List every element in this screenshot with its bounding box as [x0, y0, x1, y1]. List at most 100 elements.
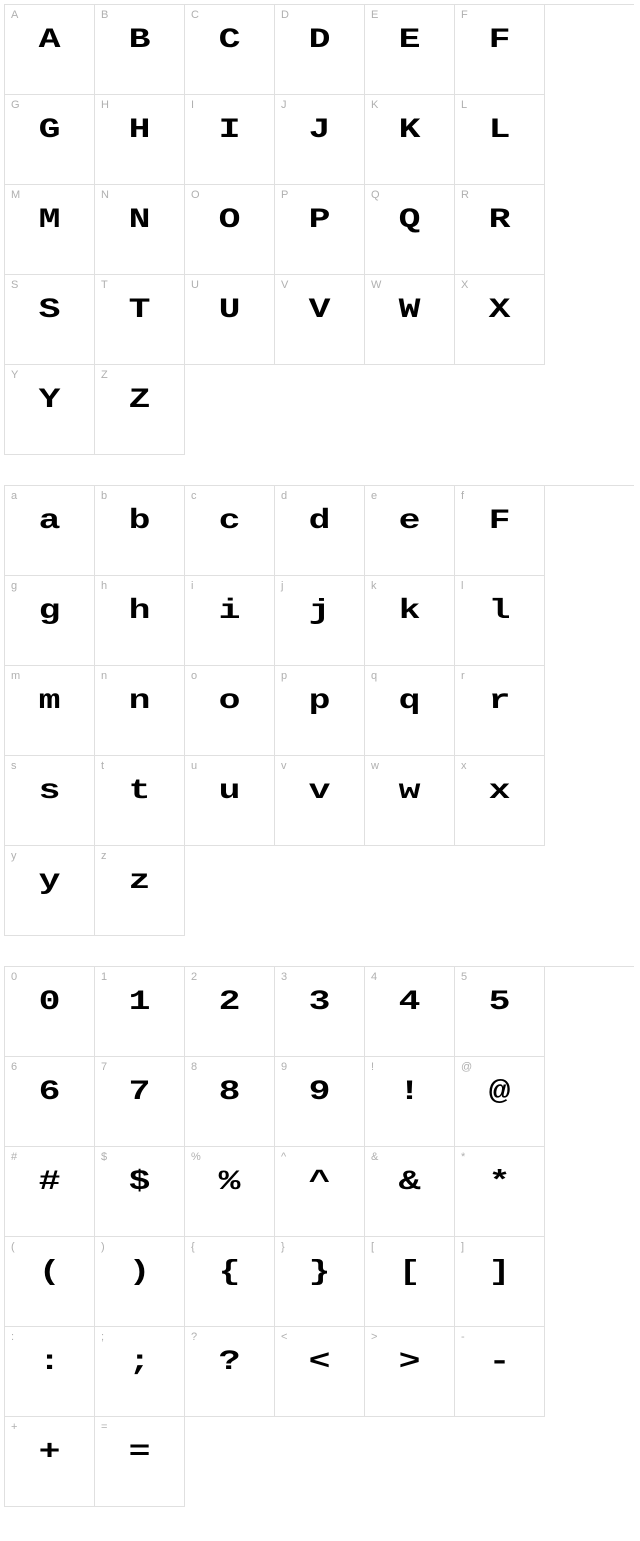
- glyph-label: %: [191, 1151, 201, 1163]
- glyph-char: =: [82, 1439, 198, 1467]
- glyph-char: z: [82, 868, 198, 896]
- glyph-label: >: [371, 1331, 377, 1343]
- glyph-cell: 55: [455, 967, 545, 1057]
- glyph-label: m: [11, 670, 20, 682]
- glyph-label: w: [371, 760, 379, 772]
- glyph-label: K: [371, 99, 378, 111]
- glyph-label: Q: [371, 189, 380, 201]
- glyph-label: f: [461, 490, 464, 502]
- glyph-char: *: [442, 1169, 558, 1197]
- glyph-cell: ]]: [455, 1237, 545, 1327]
- glyph-cell: **: [455, 1147, 545, 1237]
- glyph-label: +: [11, 1421, 17, 1433]
- glyph-label: h: [101, 580, 107, 592]
- glyph-label: k: [371, 580, 377, 592]
- glyph-label: s: [11, 760, 17, 772]
- glyph-label: :: [11, 1331, 14, 1343]
- glyph-label: y: [11, 850, 17, 862]
- glyph-label: X: [461, 279, 468, 291]
- glyph-label: O: [191, 189, 200, 201]
- glyph-label: G: [11, 99, 20, 111]
- glyph-label: 1: [101, 971, 107, 983]
- glyph-label: U: [191, 279, 199, 291]
- glyph-label: p: [281, 670, 287, 682]
- glyph-cell: LL: [455, 95, 545, 185]
- glyph-label: n: [101, 670, 107, 682]
- glyph-label: a: [11, 490, 17, 502]
- glyph-label: b: [101, 490, 107, 502]
- glyph-label: j: [281, 580, 283, 592]
- glyph-label: B: [101, 9, 108, 21]
- glyph-label: F: [461, 9, 468, 21]
- glyph-label: *: [461, 1151, 465, 1163]
- glyph-label: e: [371, 490, 377, 502]
- glyph-char: L: [442, 117, 558, 145]
- glyph-label: g: [11, 580, 17, 592]
- glyph-label: 5: [461, 971, 467, 983]
- glyph-label: (: [11, 1241, 15, 1253]
- glyph-grid: AABBCCDDEEFFGGHHIIJJKKLLMMNNOOPPQQRRSSTT…: [4, 4, 634, 455]
- glyph-label: E: [371, 9, 378, 21]
- glyph-label: W: [371, 279, 381, 291]
- glyph-char: X: [442, 297, 558, 325]
- section-symbols: 00112233445566778899!!@@##$$%%^^&&**(())…: [4, 966, 636, 1507]
- glyph-label: 6: [11, 1061, 17, 1073]
- glyph-label: 7: [101, 1061, 107, 1073]
- glyph-char: x: [442, 778, 558, 806]
- glyph-label: V: [281, 279, 288, 291]
- glyph-label: A: [11, 9, 18, 21]
- glyph-label: C: [191, 9, 199, 21]
- glyph-label: Y: [11, 369, 18, 381]
- glyph-cell: --: [455, 1327, 545, 1417]
- glyph-label: S: [11, 279, 18, 291]
- glyph-label: d: [281, 490, 287, 502]
- glyph-cell: ==: [95, 1417, 185, 1507]
- glyph-label: M: [11, 189, 20, 201]
- glyph-char: ]: [442, 1259, 558, 1287]
- glyph-label: @: [461, 1061, 472, 1073]
- glyph-grid: 00112233445566778899!!@@##$$%%^^&&**(())…: [4, 966, 634, 1507]
- glyph-label: J: [281, 99, 287, 111]
- glyph-label: z: [101, 850, 107, 862]
- glyph-label: H: [101, 99, 109, 111]
- glyph-cell: @@: [455, 1057, 545, 1147]
- glyph-label: 0: [11, 971, 17, 983]
- glyph-label: [: [371, 1241, 374, 1253]
- character-map: AABBCCDDEEFFGGHHIIJJKKLLMMNNOOPPQQRRSSTT…: [4, 4, 636, 1507]
- section-lowercase: aabbccddeefFgghhiijjkkllmmnnooppqqrrsstt…: [4, 485, 636, 936]
- glyph-label: i: [191, 580, 193, 592]
- glyph-label: }: [281, 1241, 285, 1253]
- glyph-cell: RR: [455, 185, 545, 275]
- glyph-label: Z: [101, 369, 108, 381]
- glyph-label: <: [281, 1331, 287, 1343]
- glyph-cell: ll: [455, 576, 545, 666]
- glyph-cell: fF: [455, 486, 545, 576]
- glyph-char: F: [442, 508, 558, 536]
- glyph-label: 8: [191, 1061, 197, 1073]
- glyph-label: 3: [281, 971, 287, 983]
- glyph-label: L: [461, 99, 467, 111]
- glyph-label: ?: [191, 1331, 197, 1343]
- glyph-label: P: [281, 189, 288, 201]
- glyph-char: -: [442, 1349, 558, 1377]
- glyph-label: =: [101, 1421, 107, 1433]
- glyph-label: u: [191, 760, 197, 772]
- glyph-char: r: [442, 688, 558, 716]
- glyph-label: N: [101, 189, 109, 201]
- glyph-char: @: [442, 1079, 558, 1107]
- glyph-cell: rr: [455, 666, 545, 756]
- glyph-char: 5: [442, 989, 558, 1017]
- glyph-label: T: [101, 279, 108, 291]
- glyph-label: o: [191, 670, 197, 682]
- glyph-label: ]: [461, 1241, 464, 1253]
- glyph-label: 4: [371, 971, 377, 983]
- glyph-label: !: [371, 1061, 374, 1073]
- glyph-label: I: [191, 99, 194, 111]
- glyph-label: {: [191, 1241, 195, 1253]
- glyph-label: ): [101, 1241, 105, 1253]
- glyph-cell: xx: [455, 756, 545, 846]
- glyph-char: l: [442, 598, 558, 626]
- section-uppercase: AABBCCDDEEFFGGHHIIJJKKLLMMNNOOPPQQRRSSTT…: [4, 4, 636, 455]
- glyph-label: r: [461, 670, 465, 682]
- glyph-label: #: [11, 1151, 17, 1163]
